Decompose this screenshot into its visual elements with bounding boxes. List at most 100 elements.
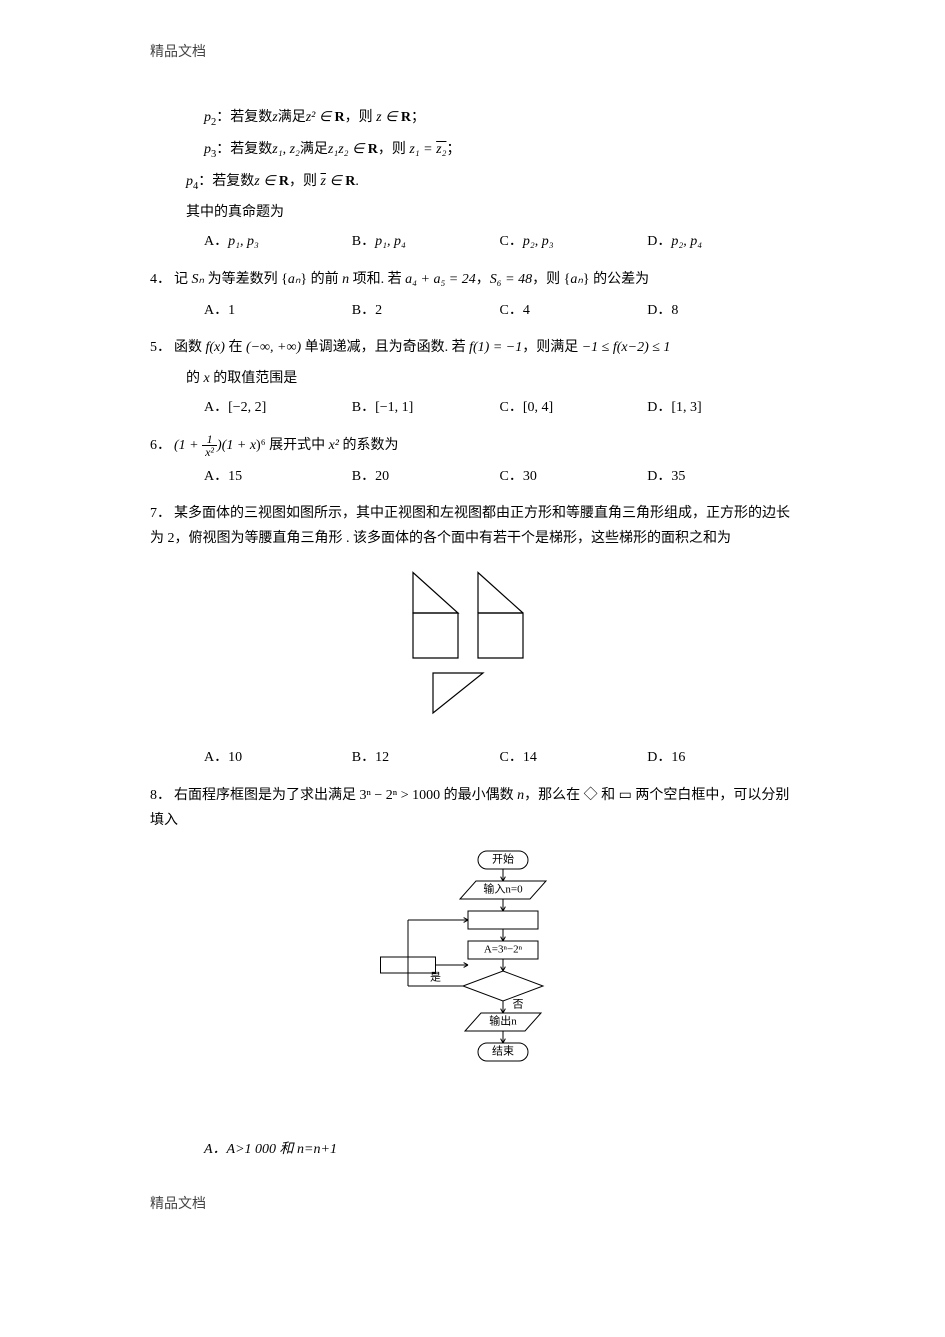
q8-text-a: 右面程序框图是为了求出满足 3ⁿ − 2ⁿ > 1000 的最小偶数 [174, 788, 517, 803]
question-7: 7．某多面体的三视图如图所示，其中正视图和左视图都由正方形和等腰直角三角形组成，… [150, 501, 795, 551]
p-label: p2 [204, 110, 216, 125]
p3-then: ，则 [378, 142, 410, 157]
p3-comma1: , [283, 142, 290, 157]
page-footer: 精品文档 [150, 1192, 795, 1217]
q8-and: 和 [598, 788, 619, 803]
question-6: 6．(1 + 1x²)(1 + x)⁶ 展开式中 x² 的系数为 [150, 433, 795, 458]
q5-text-d: ，则满足 [522, 340, 582, 355]
document-page: 精品文档 p2：若复数z满足z² ∈ R，则 z ∈ R； p3：若复数z₁, … [0, 0, 945, 1337]
p3-eq: z₁ = [409, 142, 436, 157]
q5-text-a: 函数 [174, 340, 206, 355]
q5-num: 5． [150, 335, 174, 360]
q5-options: A．[−2, 2] B．[−1, 1] C．[0, 4] D．[1, 3] [150, 395, 795, 420]
q5-f1: f(1) = −1 [469, 340, 522, 355]
q4-Sn: Sₙ [192, 272, 205, 287]
true-proposition-question: 其中的真命题为 [150, 200, 795, 225]
p2-end: ； [411, 110, 425, 125]
svg-text:开始: 开始 [492, 852, 514, 866]
q6-options: A．15 B．20 C．30 D．35 [150, 464, 795, 489]
q6-opt-C: C．30 [500, 464, 648, 489]
rect-shape-icon: ▭ [619, 788, 632, 803]
q6-opt-D: D．35 [647, 464, 795, 489]
q7-text: 某多面体的三视图如图所示，其中正视图和左视图都由正方形和等腰直角三角形组成，正方… [150, 506, 790, 546]
question-4: 4．记 Sₙ 为等差数列 {aₙ} 的前 n 项和. 若 a₄ + a₅ = 2… [150, 267, 795, 292]
p3-z2: z₂ [290, 142, 300, 157]
q5-text-e: 的 [186, 371, 204, 386]
q7-figure [150, 563, 795, 733]
q4-text-e: ，则 { [532, 272, 570, 287]
q5-opt-B: B．[−1, 1] [352, 395, 500, 420]
p2-R2: R [401, 110, 411, 125]
p2-text-b: 满足 [278, 110, 306, 125]
q4-opt-C: C．4 [500, 298, 648, 323]
p4-z: z ∈ [254, 174, 279, 189]
p4-R: R [279, 174, 289, 189]
p3-text-b: 满足 [300, 142, 328, 157]
q8-num: 8． [150, 783, 174, 808]
q6-expr-c: )⁶ 展开式中 [256, 438, 329, 453]
opt-C: C．p₂, p₃ [500, 229, 648, 254]
q6-expr-a: (1 + [174, 438, 202, 453]
p3-prod: z₁z₂ ∈ [328, 142, 368, 157]
p3-z1: z₁ [272, 142, 282, 157]
svg-text:输出n: 输出n [489, 1014, 517, 1028]
flowchart-diagram: 开始输入n=0A=3ⁿ−2ⁿ是否输出n结束 [353, 845, 593, 1125]
question-5: 5．函数 f(x) 在 (−∞, +∞) 单调递减，且为奇函数. 若 f(1) … [150, 335, 795, 360]
p2-R: R [335, 110, 345, 125]
opt-B: B．p₁, p₄ [352, 229, 500, 254]
q6-expr-d: 的系数为 [339, 438, 399, 453]
q4-text-c: } 的前 [300, 272, 342, 287]
opt-A: A．p₁, p₃ [204, 229, 352, 254]
q6-num: 6． [150, 433, 174, 458]
three-view-diagram [378, 563, 568, 733]
q5-text-f: 的取值范围是 [210, 371, 298, 386]
q7-opt-D: D．16 [647, 745, 795, 770]
p2-cond: z² ∈ [306, 110, 335, 125]
p3-R: R [368, 142, 378, 157]
q4-an2: aₙ [570, 272, 583, 287]
q4-text-b: 为等差数列 { [204, 272, 288, 287]
q4-options: A．1 B．2 C．4 D．8 [150, 298, 795, 323]
p4-R2: R [345, 174, 355, 189]
q7-opt-B: B．12 [352, 745, 500, 770]
svg-text:结束: 结束 [492, 1045, 514, 1058]
q7-opt-C: C．14 [500, 745, 648, 770]
q4-eq1: a₄ + a₅ = 24 [405, 272, 476, 287]
q5-ineq: −1 ≤ f(x−2) ≤ 1 [582, 340, 671, 355]
q7-opt-A: A．10 [204, 745, 352, 770]
q5-opt-C: C．[0, 4] [500, 395, 648, 420]
p3-z2bar: z₂ [436, 142, 446, 157]
p4-end: . [355, 174, 359, 189]
q4-text-d: 项和. 若 [349, 272, 405, 287]
proposition-p3: p3：若复数z₁, z₂满足z₁z₂ ∈ R，则 z₁ = z₂； [150, 137, 795, 165]
p4-text-a: ：若复数 [198, 174, 254, 189]
q6-expr-b: )(1 + [217, 438, 250, 453]
q7-num: 7． [150, 501, 174, 526]
proposition-p4: p4：若复数z ∈ R，则 z ∈ R. [150, 169, 795, 197]
q4-comma: ， [476, 272, 490, 287]
p4-then: ，则 [289, 174, 321, 189]
q7-options: A．10 B．12 C．14 D．16 [150, 745, 795, 770]
q4-eq2: S₆ = 48 [490, 272, 532, 287]
true-proposition-options: A．p₁, p₃ B．p₁, p₄ C．p₂, p₃ D．p₂, p₄ [150, 229, 795, 254]
q4-opt-B: B．2 [352, 298, 500, 323]
q5-text-b: 在 [225, 340, 246, 355]
p2-text-a: ：若复数 [216, 110, 272, 125]
question-8: 8．右面程序框图是为了求出满足 3ⁿ − 2ⁿ > 1000 的最小偶数 n，那… [150, 783, 795, 833]
svg-text:否: 否 [512, 999, 523, 1011]
q5-line2: 的 x 的取值范围是 [150, 366, 795, 391]
q4-num: 4． [150, 267, 174, 292]
p3-end: ； [446, 142, 460, 157]
p4-label: p4 [186, 174, 198, 189]
opt-D: D．p₂, p₄ [647, 229, 795, 254]
q4-text-f: } 的公差为 [583, 272, 649, 287]
q4-opt-A: A．1 [204, 298, 352, 323]
q5-interval: (−∞, +∞) [246, 340, 301, 355]
q4-text-a: 记 [174, 272, 192, 287]
q6-opt-B: B．20 [352, 464, 500, 489]
proposition-p2: p2：若复数z满足z² ∈ R，则 z ∈ R； [150, 105, 795, 133]
q8-opt-A: A．A>1 000 和 n=n+1 [150, 1137, 795, 1162]
q4-opt-D: D．8 [647, 298, 795, 323]
q5-text-c: 单调递减，且为奇函数. 若 [301, 340, 469, 355]
q8-text-b: ，那么在 [524, 788, 584, 803]
